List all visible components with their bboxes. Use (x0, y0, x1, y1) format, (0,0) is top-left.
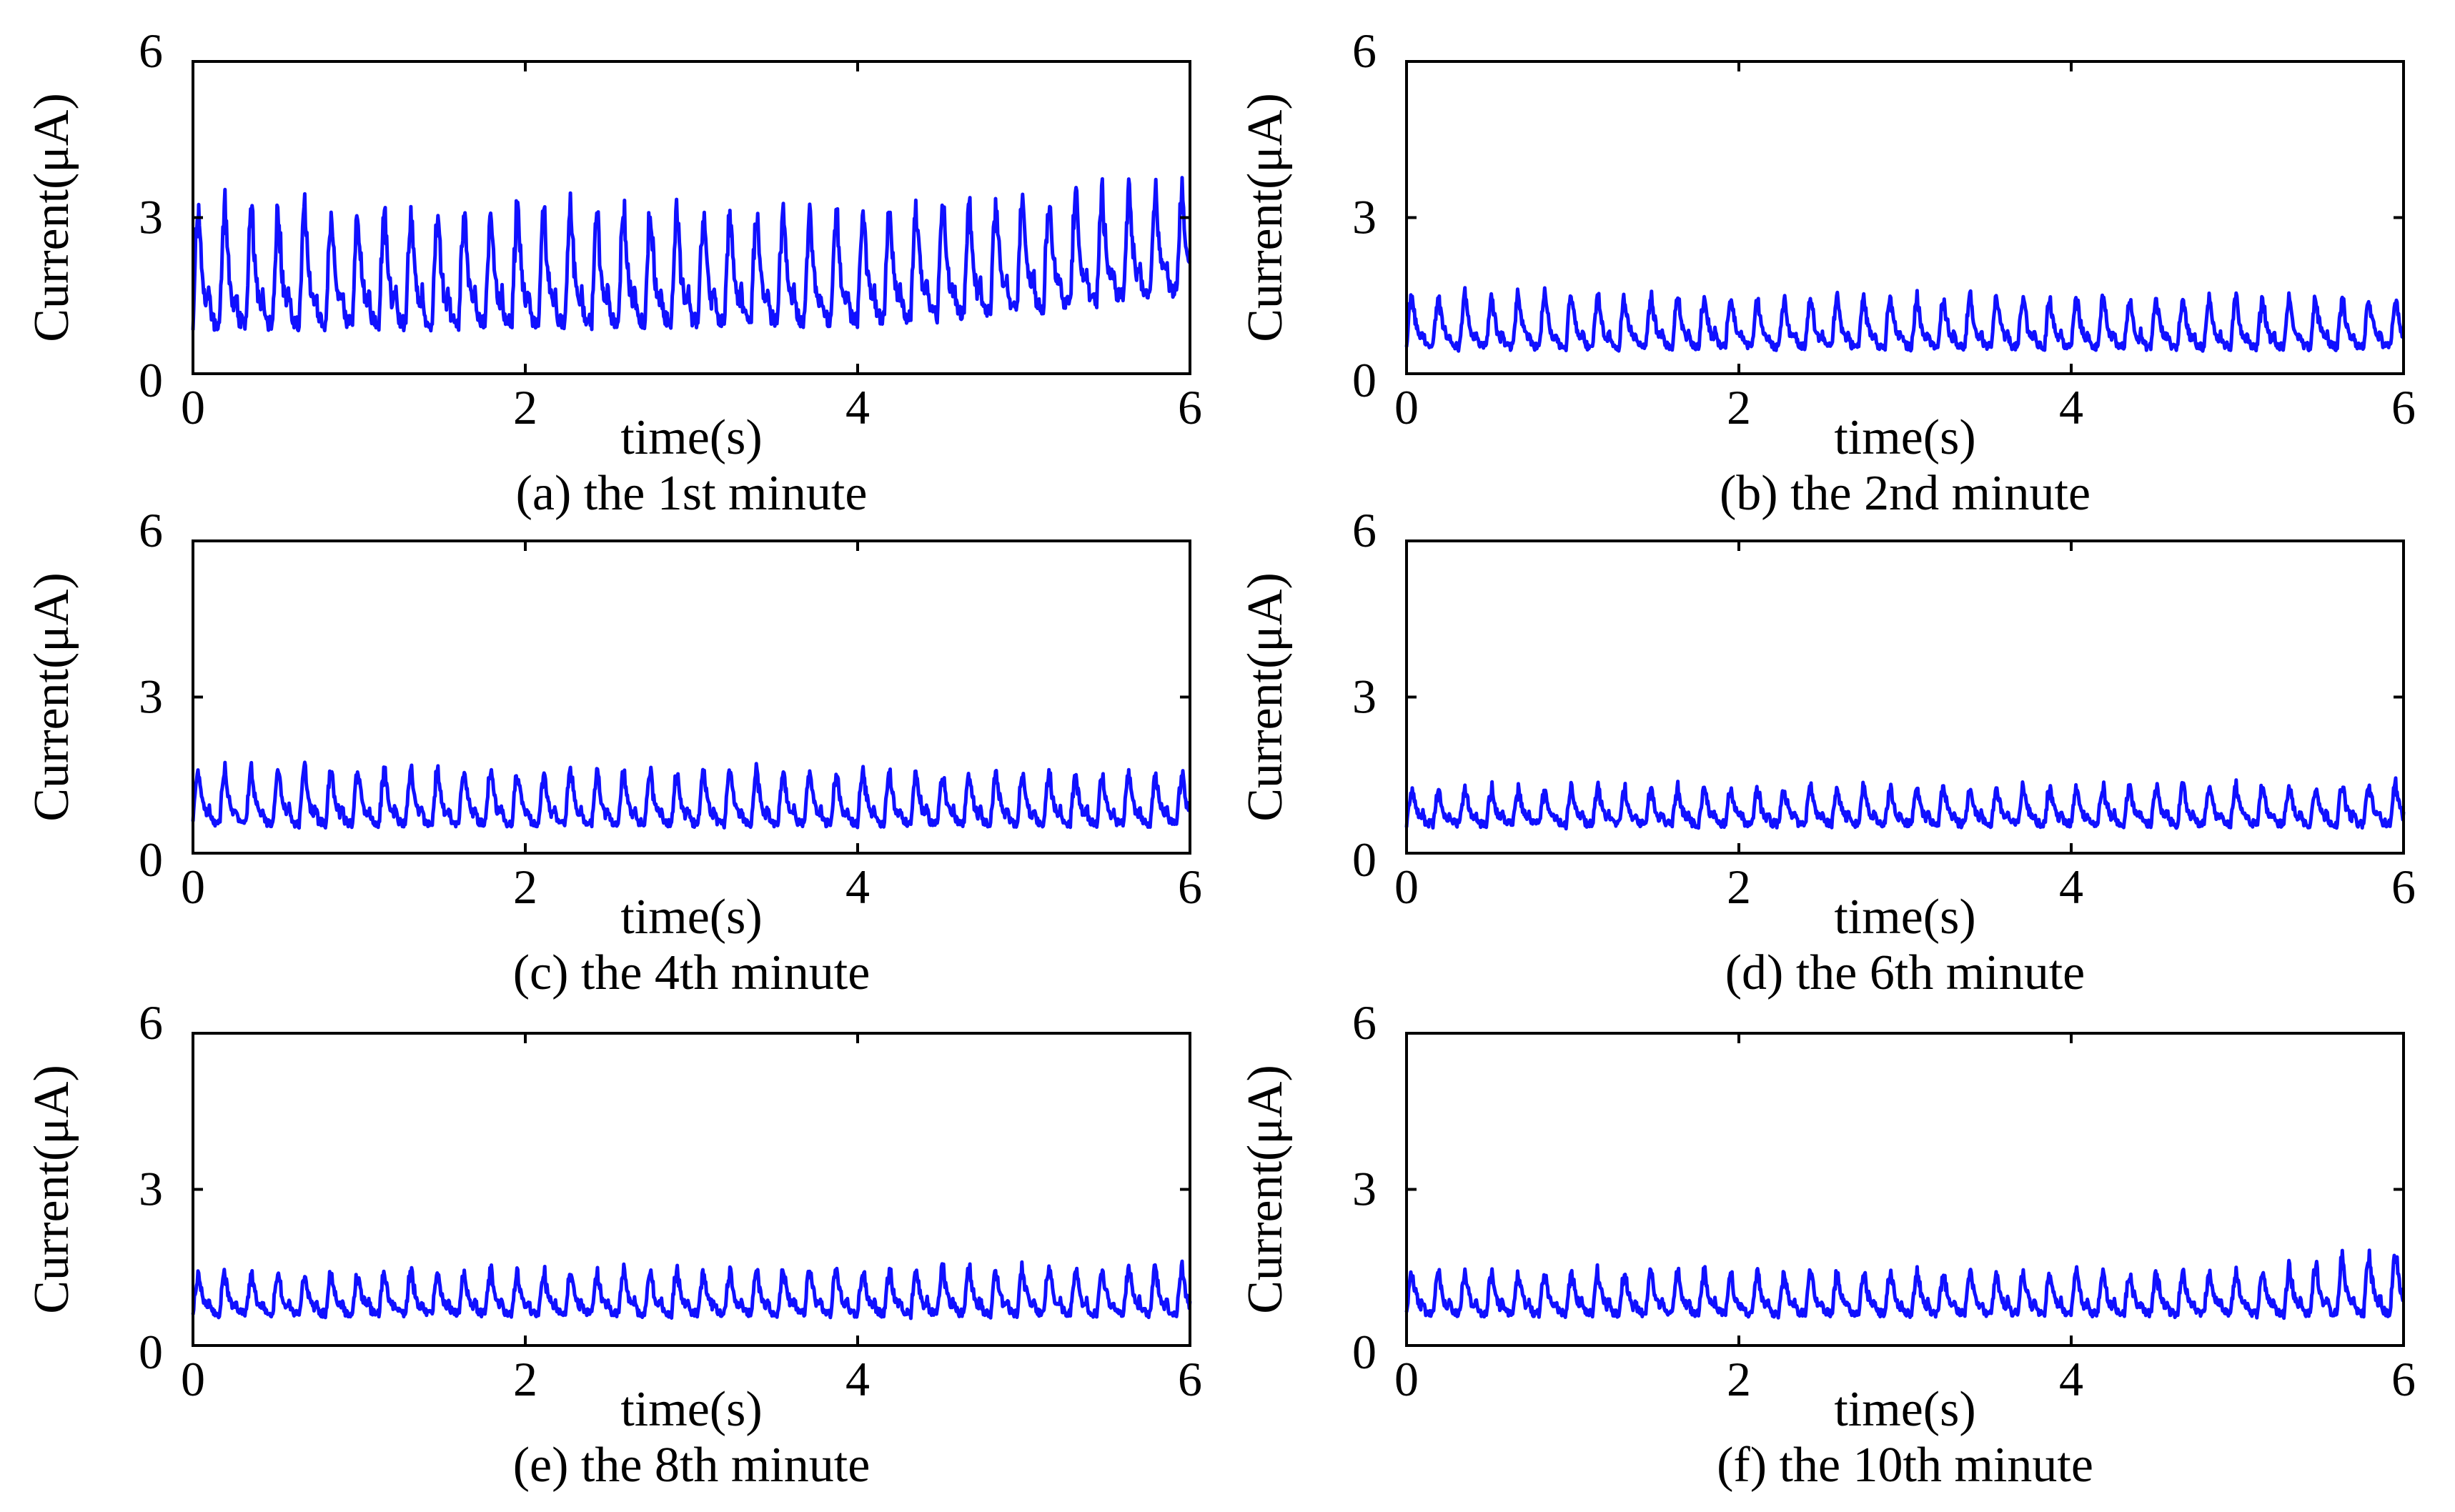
panels: 0 2 4 6 0 3 6 time(s) Current(μA) (a) the 1st min… (24, 24, 2416, 1493)
x-tick-label: 0 (1394, 860, 1419, 914)
panel-a: 0 2 4 6 0 3 6 time(s) Current(μA) (a) the 1st min… (24, 24, 1202, 521)
x-axis-label: time(s) (620, 410, 762, 465)
panel-caption: (e) the 8th minute (513, 1438, 871, 1493)
y-axis-label: Current(μA) (1238, 93, 1293, 342)
y-tick-label: 6 (1352, 24, 1377, 78)
series-line-d-current (1404, 776, 2406, 831)
series-line-b-current (1404, 286, 2406, 353)
panel-d: 0 2 4 6 0 3 6 time(s) Current(μA) (d) the 6th min… (1238, 503, 2416, 1000)
y-tick-label: 0 (1352, 353, 1377, 407)
x-tick-label: 2 (513, 860, 537, 914)
plot-frame-d (1405, 539, 2405, 855)
x-tick-label: 0 (1394, 1352, 1419, 1406)
x-axis-label: time(s) (1834, 890, 1975, 945)
x-tick-label: 4 (2059, 380, 2083, 434)
panel-caption: (a) the 1st minute (516, 466, 868, 521)
x-tick-label: 0 (181, 380, 205, 434)
x-tick-label: 2 (513, 1352, 537, 1406)
y-axis-label: Current(μA) (1238, 572, 1293, 822)
panel-e: 0 2 4 6 0 3 6 time(s) Current(μA) (e) the 8th min… (24, 995, 1202, 1493)
y-tick-label: 0 (139, 353, 163, 407)
x-tick-label: 6 (2391, 860, 2416, 914)
x-axis-label: time(s) (1834, 1382, 1975, 1437)
y-tick-label: 0 (139, 1325, 163, 1379)
x-tick-label: 0 (181, 860, 205, 914)
panel-b: 0 2 4 6 0 3 6 time(s) Current(μA) (b) the 2nd min… (1238, 24, 2416, 521)
x-axis-label: time(s) (620, 1382, 762, 1437)
y-tick-label: 0 (1352, 1325, 1377, 1379)
panel-caption: (f) the 10th minute (1717, 1438, 2093, 1493)
y-tick-label: 6 (139, 503, 163, 557)
y-tick-label: 6 (139, 995, 163, 1050)
y-axis-label: Current(μA) (24, 1065, 79, 1314)
x-tick-label: 2 (513, 380, 537, 434)
plot-frame-e (192, 1032, 1191, 1347)
y-tick-label: 3 (139, 1162, 163, 1216)
series-line-c-current (191, 760, 1191, 830)
x-axis-label: time(s) (1834, 410, 1975, 465)
y-tick-label: 6 (1352, 995, 1377, 1050)
panel-caption: (c) the 4th minute (513, 945, 871, 1000)
y-tick-label: 6 (139, 24, 163, 78)
plot-frame-b (1405, 60, 2405, 375)
x-tick-label: 4 (845, 1352, 870, 1406)
series-line-f-current (1404, 1248, 2405, 1320)
series-line-a-current (191, 176, 1192, 333)
x-axis-label: time(s) (620, 890, 762, 945)
x-tick-label: 6 (1178, 1352, 1202, 1406)
y-axis-label: Current(μA) (24, 93, 79, 342)
panel-f: 0 2 4 6 0 3 6 time(s) Current(μA) (f) the 10th mi… (1238, 995, 2416, 1493)
y-tick-label: 0 (139, 832, 163, 887)
y-axis-label: Current(μA) (1238, 1065, 1293, 1314)
x-tick-label: 6 (2391, 1352, 2416, 1406)
y-tick-label: 6 (1352, 503, 1377, 557)
x-tick-label: 2 (1727, 1352, 1751, 1406)
x-tick-label: 4 (2059, 860, 2083, 914)
x-tick-label: 6 (2391, 380, 2416, 434)
x-tick-label: 4 (2059, 1352, 2083, 1406)
panel-caption: (d) the 6th minute (1725, 945, 2085, 1000)
y-tick-label: 3 (139, 190, 163, 244)
x-tick-label: 6 (1178, 380, 1202, 434)
y-tick-label: 3 (1352, 670, 1377, 724)
x-tick-label: 0 (181, 1352, 205, 1406)
y-tick-label: 3 (1352, 190, 1377, 244)
y-tick-label: 3 (1352, 1162, 1377, 1216)
y-tick-label: 3 (139, 670, 163, 724)
panel-caption: (b) the 2nd minute (1720, 466, 2091, 521)
x-tick-label: 6 (1178, 860, 1202, 914)
plot-frame-f (1405, 1032, 2405, 1347)
x-tick-label: 2 (1727, 380, 1751, 434)
y-tick-label: 0 (1352, 832, 1377, 887)
series-line-e-current (191, 1259, 1192, 1320)
panel-c: 0 2 4 6 0 3 6 time(s) Current(μA) (c) the 4th min… (24, 503, 1202, 1000)
x-tick-label: 4 (845, 860, 870, 914)
x-tick-label: 2 (1727, 860, 1751, 914)
x-tick-label: 0 (1394, 380, 1419, 434)
x-tick-label: 4 (845, 380, 870, 434)
y-axis-label: Current(μA) (24, 572, 79, 822)
